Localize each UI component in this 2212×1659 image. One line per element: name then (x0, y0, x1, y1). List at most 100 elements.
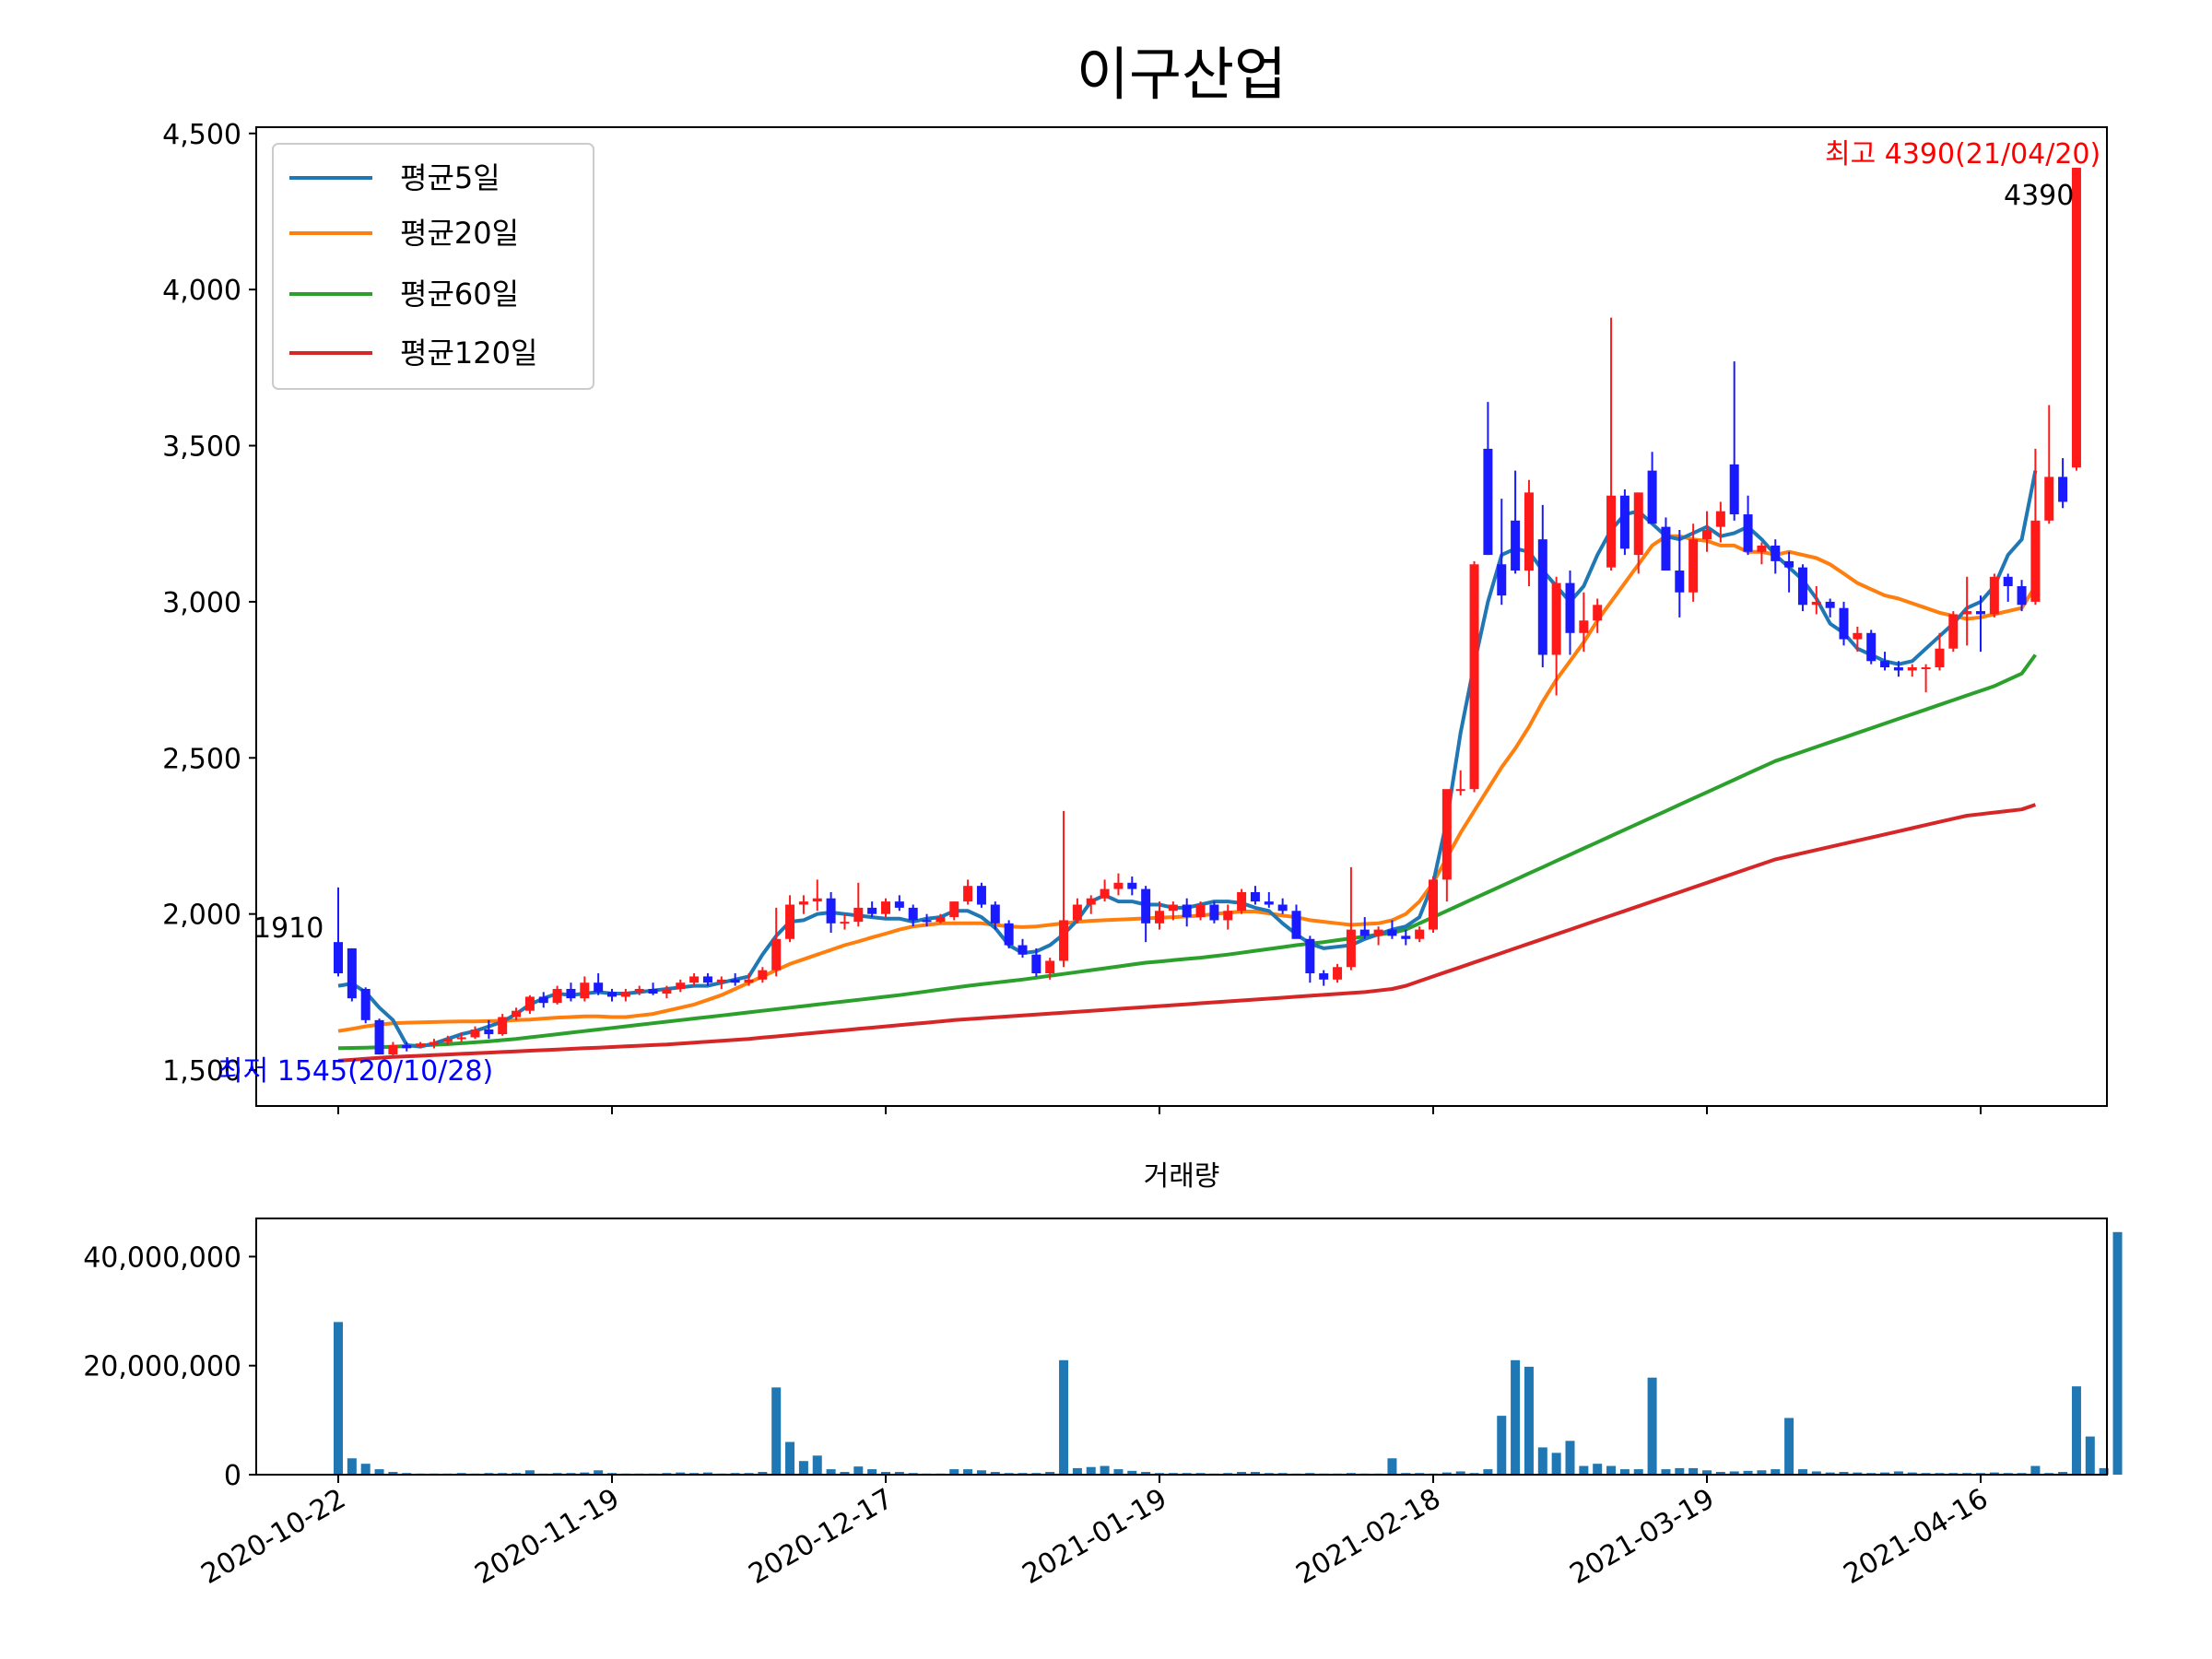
candle-body (1606, 495, 1617, 568)
volume-bar (853, 1466, 864, 1475)
candle-body (360, 988, 371, 1020)
candle-body (1537, 539, 1547, 655)
price-y-tick-label: 2,500 (162, 743, 241, 775)
candle-body (498, 1017, 508, 1035)
candle-body (716, 979, 726, 983)
candle-body (1661, 526, 1671, 571)
volume-title: 거래량 (1144, 1160, 1220, 1193)
volume-bar (785, 1441, 795, 1475)
candle-body (2058, 477, 2068, 502)
candle-body (976, 886, 986, 905)
candle-body (334, 942, 343, 974)
candle-body (620, 992, 630, 997)
candle-body (1497, 564, 1507, 596)
volume-bar (1059, 1359, 1069, 1475)
price-x-ticks (337, 1106, 1982, 1114)
candle-body (1839, 607, 1849, 640)
volume-bar (949, 1469, 959, 1475)
candle-body (1373, 929, 1383, 936)
volume-bar (1141, 1472, 1151, 1475)
candle-body (442, 1039, 453, 1042)
volume-bar (1797, 1469, 1807, 1475)
volume-bar (1483, 1469, 1493, 1475)
volume-bar (2071, 1386, 2081, 1475)
volume-bar (1237, 1472, 1247, 1475)
volume-y-tick-label: 20,000,000 (83, 1351, 241, 1383)
candle-body (1647, 470, 1657, 524)
volume-y-tick-label: 0 (224, 1460, 241, 1492)
candle-body (785, 904, 795, 939)
candle-body (798, 901, 808, 905)
candle-body (826, 898, 836, 924)
candle-body (1743, 514, 1753, 552)
candle-body (374, 1019, 384, 1055)
volume-bar (1511, 1359, 1521, 1475)
volume-bar (360, 1464, 371, 1475)
candle-body (1277, 904, 1288, 912)
candle-body (484, 1030, 494, 1035)
candle-body (1565, 582, 1575, 633)
candle-body (470, 1030, 480, 1038)
ma120-line (337, 803, 2037, 1063)
legend-ma5-label: 평균5일 (400, 160, 500, 195)
volume-bar (702, 1472, 712, 1475)
volume-bar (1072, 1467, 1082, 1475)
volume-plot-frame (255, 1218, 2108, 1476)
candle-body (1305, 938, 1315, 974)
candle-body (1935, 648, 1945, 668)
first-close-label: 1910 (253, 912, 324, 945)
candle-body (1250, 891, 1260, 902)
volume-y-axis: 0 20,000,000 40,000,000 (83, 1241, 256, 1492)
volume-bar (1771, 1469, 1781, 1475)
candle-body (1333, 967, 1343, 980)
legend-ma20-label: 평균20일 (400, 216, 519, 251)
volume-bar (1989, 1472, 1999, 1475)
volume-bar (1524, 1366, 1534, 1475)
volume-bar (1839, 1472, 1849, 1475)
candlesticks (334, 168, 2081, 1056)
min-annotation: 최저 1545(20/10/28) (218, 1055, 493, 1088)
candle-body (1593, 605, 1603, 621)
volume-bar (771, 1387, 782, 1475)
volume-bar (374, 1469, 384, 1475)
price-y-tick-label: 4,500 (162, 119, 241, 151)
candle-body (524, 996, 535, 1011)
candle-body (1429, 879, 1438, 930)
candle-body (1182, 904, 1192, 918)
volume-bar (1675, 1467, 1685, 1475)
candle-body (429, 1041, 439, 1045)
candle-body (607, 992, 617, 997)
chart-title: 이구산업 (1077, 41, 1287, 108)
candle-body (1072, 904, 1082, 921)
candle-body (867, 907, 877, 914)
candle-body (1948, 614, 1959, 649)
volume-bar (1757, 1470, 1767, 1475)
volume-bar (1579, 1465, 1589, 1475)
volume-bar (812, 1455, 822, 1475)
candle-body (1962, 611, 1972, 615)
volume-bar (867, 1469, 877, 1475)
price-y-tick-label: 2,000 (162, 900, 241, 932)
price-panel: 1,500 2,000 2,500 3,000 3,500 4,000 4,500 (162, 119, 2108, 1114)
volume-bar (1455, 1471, 1465, 1475)
volume-bar (976, 1470, 986, 1475)
volume-bar (334, 1322, 343, 1475)
volume-bar (1880, 1472, 1890, 1475)
candle-body (1209, 904, 1219, 921)
candle-body (402, 1044, 412, 1049)
legend-ma120-label: 평균120일 (400, 335, 537, 371)
candle-body (1237, 891, 1247, 912)
volume-y-tick-label: 40,000,000 (83, 1241, 241, 1274)
candle-body (1989, 576, 1999, 615)
price-y-tick-label: 1,500 (162, 1055, 241, 1088)
candle-body (1551, 582, 1561, 655)
volume-bar (1825, 1472, 1835, 1475)
candle-body (990, 904, 1000, 924)
volume-bar (1743, 1470, 1753, 1475)
volume-bar (580, 1472, 590, 1475)
candle-body (347, 947, 357, 999)
candle-body (1264, 901, 1274, 905)
candle-body (1100, 888, 1110, 899)
volume-bar (963, 1469, 973, 1475)
